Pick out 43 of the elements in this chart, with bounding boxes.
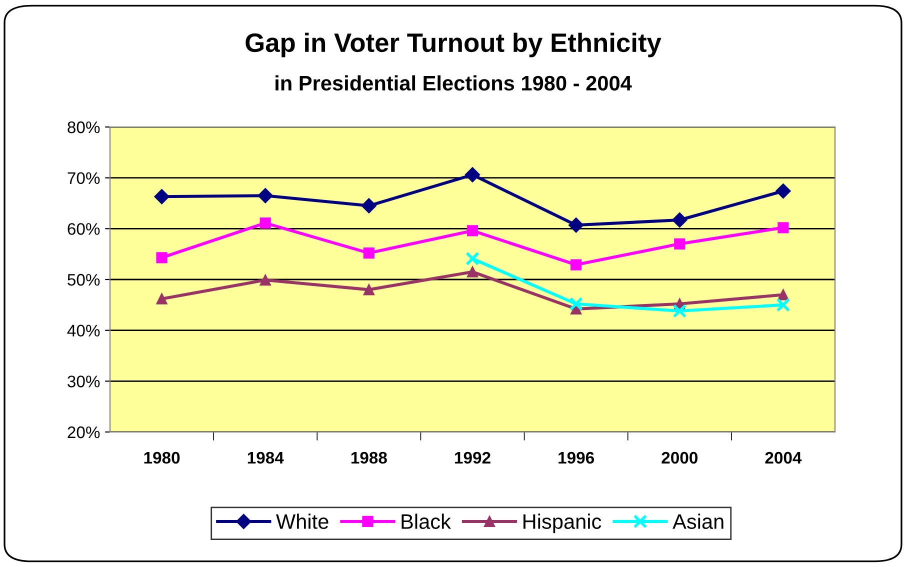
x-tick-label: 1984	[248, 452, 284, 464]
point	[466, 225, 478, 236]
point	[154, 189, 170, 204]
point	[156, 293, 168, 304]
legend-label: Hispanic	[524, 514, 602, 534]
y-tick-label: 80%	[68, 121, 100, 134]
point	[466, 252, 480, 266]
y-tick-label: 20%	[68, 426, 100, 438]
x-tick-label: 1988	[351, 452, 387, 464]
point	[363, 248, 374, 259]
point	[569, 296, 584, 311]
point	[672, 212, 688, 228]
point	[258, 188, 273, 204]
point	[260, 218, 271, 229]
point	[466, 266, 478, 278]
legend-label: White	[276, 514, 328, 529]
legend-label: Asian	[672, 514, 724, 529]
y-tick-label: 70%	[68, 172, 100, 184]
point	[778, 289, 789, 300]
x-tick-label: 1980	[144, 452, 180, 464]
chart-title: Gap in Voter Turnout by Ethnicity	[246, 32, 662, 58]
x-tick-label: 1996	[558, 452, 594, 464]
point	[568, 218, 584, 233]
point	[776, 183, 791, 199]
point	[570, 259, 582, 270]
x-tick-label: 2004	[765, 452, 802, 464]
y-tick-label: 50%	[68, 274, 100, 286]
y-tick-label: 60%	[68, 223, 100, 235]
point	[260, 274, 271, 286]
point	[363, 284, 374, 296]
point	[156, 252, 168, 264]
chart-subtitle: in Presidential Elections 1980 - 2004	[276, 75, 632, 91]
point	[776, 298, 790, 312]
y-tick-label: 30%	[68, 376, 100, 388]
y-tick-label: 40%	[67, 324, 100, 337]
point	[464, 167, 480, 182]
point	[778, 222, 789, 234]
point	[361, 198, 376, 214]
x-tick-label: 1992	[455, 452, 490, 464]
point	[672, 304, 687, 318]
legend-label: Black	[402, 514, 451, 529]
point	[674, 238, 686, 250]
x-tick-label: 2000	[662, 452, 698, 464]
